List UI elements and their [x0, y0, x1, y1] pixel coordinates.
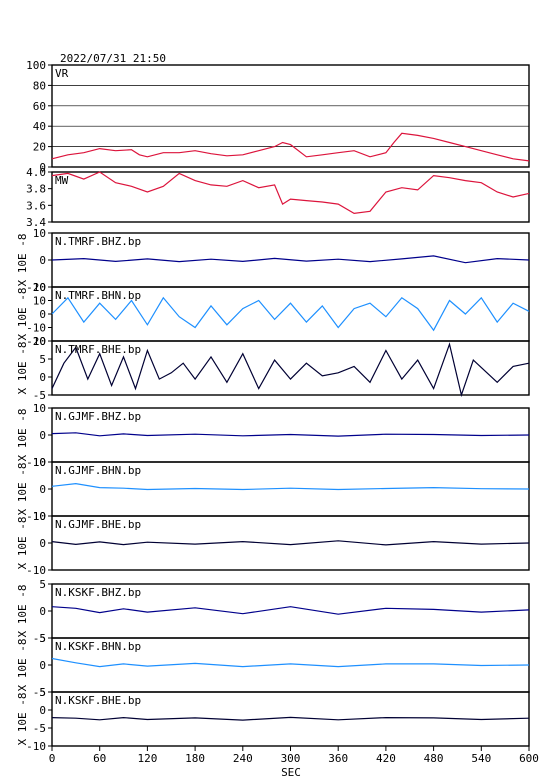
ytick-label-kskf-bhe: -10 — [26, 740, 46, 753]
series-line-gjmf-bhz — [51, 432, 530, 437]
xtick-label: 0 — [49, 752, 56, 765]
ytick-label-tmrf-bhn: -10 — [26, 322, 46, 335]
ytick-label-gjmf-bhz: 10 — [33, 402, 46, 415]
ytick-label-kskf-bhn: 0 — [39, 659, 46, 672]
panel-frame-tmrf-bhe — [51, 340, 530, 396]
ytick-label-gjmf-bhn: -10 — [26, 510, 46, 523]
xtick-label: 600 — [519, 752, 539, 765]
panel-label-gjmf-bhn: N.GJMF.BHN.bp — [55, 464, 141, 477]
panel-label-kskf-bhz: N.KSKF.BHZ.bp — [55, 586, 141, 599]
ytick-label-gjmf-bhe: 10 — [33, 510, 46, 523]
panel-label-kskf-bhe: N.KSKF.BHE.bp — [55, 694, 141, 707]
panel-frame-mw — [51, 171, 530, 223]
panel-label-gjmf-bhz: N.GJMF.BHZ.bp — [55, 410, 141, 423]
series-line-tmrf-bhe — [51, 342, 530, 398]
yunit-label-tmrf-bhe: X 10E -8 — [16, 342, 29, 395]
xtick-label: 240 — [233, 752, 253, 765]
series-line-gjmf-bhn — [51, 482, 530, 491]
yunit-label-kskf-bhn: X 10E -8 — [16, 639, 29, 692]
ytick-label-gjmf-bhn: 10 — [33, 456, 46, 469]
yunit-label-tmrf-bhn: X 10E -8 — [16, 288, 29, 341]
yunit-label-kskf-bhz: X 10E -8 — [16, 585, 29, 638]
ytick-label-vr: 80 — [33, 79, 46, 92]
ytick-label-mw: 3.8 — [26, 183, 46, 196]
ytick-label-vr: 0 — [39, 161, 46, 174]
panel-label-tmrf-bhn: N.TMRF.BHN.bp — [55, 289, 141, 302]
ytick-label-kskf-bhn: 5 — [39, 632, 46, 645]
series-line-kskf-bhe — [51, 716, 530, 721]
header-datetime: 2022/07/31 21:50 — [60, 52, 166, 65]
ytick-label-tmrf-bhz: 0 — [39, 254, 46, 267]
series-line-tmrf-bhz — [51, 255, 530, 264]
ytick-label-tmrf-bhn: 10 — [33, 295, 46, 308]
ytick-label-tmrf-bhz: 10 — [33, 227, 46, 240]
ytick-label-kskf-bhn: -5 — [33, 686, 46, 699]
panel-frame-vr — [51, 64, 530, 168]
series-line-gjmf-bhe — [51, 540, 530, 546]
series-line-kskf-bhz — [51, 606, 530, 615]
ytick-label-mw: 3.4 — [26, 216, 46, 229]
ytick-label-tmrf-bhn: 0 — [39, 308, 46, 321]
ytick-label-tmrf-bhe: 10 — [33, 335, 46, 348]
xtick-label: 480 — [424, 752, 444, 765]
ytick-label-kskf-bhe: -5 — [33, 722, 46, 735]
ytick-label-tmrf-bhn: 20 — [33, 281, 46, 294]
xtick-label: 120 — [137, 752, 157, 765]
ytick-label-gjmf-bhn: 0 — [39, 483, 46, 496]
xtick-label: 180 — [185, 752, 205, 765]
xtick-label: 300 — [281, 752, 301, 765]
panel-label-gjmf-bhe: N.GJMF.BHE.bp — [55, 518, 141, 531]
yunit-label-tmrf-bhz: X 10E -8 — [16, 234, 29, 287]
ytick-label-mw: 3.6 — [26, 199, 46, 212]
ytick-label-tmrf-bhe: -5 — [33, 389, 46, 402]
ytick-label-tmrf-bhz: -10 — [26, 281, 46, 294]
xtick-label: 540 — [471, 752, 491, 765]
xtick-label: 60 — [93, 752, 106, 765]
ytick-label-tmrf-bhe: 5 — [39, 353, 46, 366]
ytick-label-vr: 20 — [33, 141, 46, 154]
yunit-label-gjmf-bhe: X 10E -8 — [16, 517, 29, 570]
ytick-label-tmrf-bhn: -20 — [26, 335, 46, 348]
yunit-label-gjmf-bhz: X 10E -8 — [16, 409, 29, 462]
ytick-label-kskf-bhe: 5 — [39, 686, 46, 699]
ytick-label-gjmf-bhe: 0 — [39, 537, 46, 550]
ytick-label-kskf-bhe: 0 — [39, 704, 46, 717]
xaxis-label: SEC — [281, 766, 301, 779]
ytick-label-vr: 100 — [26, 59, 46, 72]
ytick-label-gjmf-bhe: -10 — [26, 564, 46, 577]
xtick-label: 360 — [328, 752, 348, 765]
ytick-label-kskf-bhz: 0 — [39, 605, 46, 618]
ytick-label-kskf-bhz: 5 — [39, 578, 46, 591]
series-line-mw — [51, 171, 530, 215]
series-line-kskf-bhn — [51, 657, 530, 668]
ytick-label-kskf-bhz: -5 — [33, 632, 46, 645]
xtick-label: 420 — [376, 752, 396, 765]
panel-label-kskf-bhn: N.KSKF.BHN.bp — [55, 640, 141, 653]
yunit-label-kskf-bhe: X 10E -8 — [16, 693, 29, 746]
ytick-label-gjmf-bhz: -10 — [26, 456, 46, 469]
ytick-label-vr: 40 — [33, 120, 46, 133]
ytick-label-gjmf-bhz: 0 — [39, 429, 46, 442]
panel-label-vr: VR — [55, 67, 69, 80]
series-line-tmrf-bhn — [51, 296, 530, 332]
ytick-label-vr: 60 — [33, 100, 46, 113]
panel-label-mw: MW — [55, 174, 69, 187]
yunit-label-gjmf-bhn: X 10E -8 — [16, 463, 29, 516]
panel-label-tmrf-bhz: N.TMRF.BHZ.bp — [55, 235, 141, 248]
panel-label-tmrf-bhe: N.TMRF.BHE.bp — [55, 343, 141, 356]
series-line-vr — [51, 132, 530, 162]
ytick-label-mw: 4.0 — [26, 166, 46, 179]
ytick-label-tmrf-bhe: 0 — [39, 371, 46, 384]
